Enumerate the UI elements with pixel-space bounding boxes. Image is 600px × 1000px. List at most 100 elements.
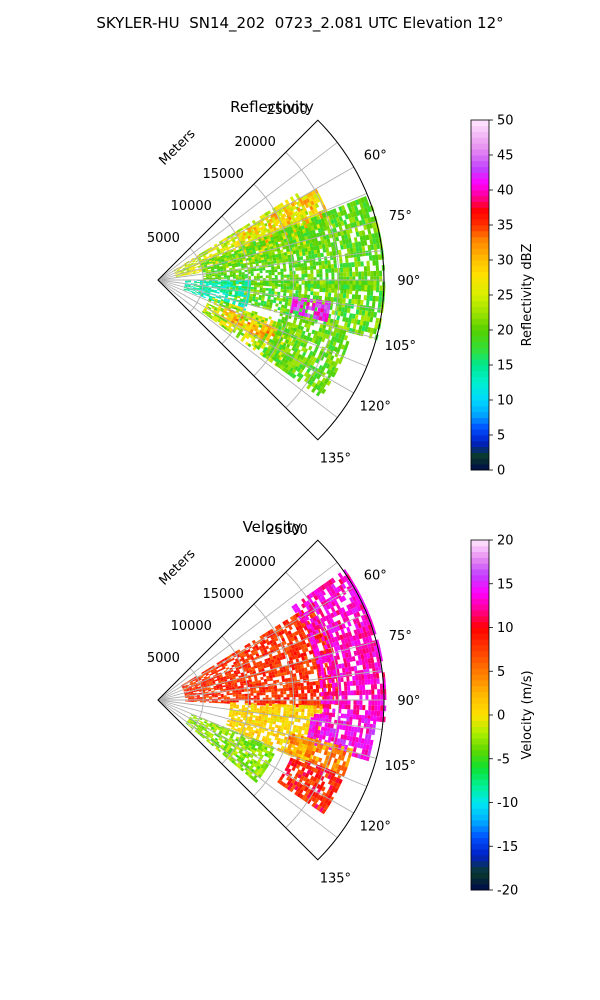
echo-gate (262, 225, 267, 229)
echo-gate (290, 359, 296, 364)
echo-gate (324, 657, 329, 663)
echo-gate (328, 233, 333, 239)
echo-gate (225, 264, 229, 268)
echo-gate (224, 657, 228, 661)
echo-gate (303, 335, 308, 340)
echo-gate (289, 367, 294, 373)
echo-gate (187, 272, 191, 274)
echo-gate (223, 301, 227, 304)
echo-gate (278, 256, 283, 260)
echo-gate (184, 274, 188, 276)
echo-gate (223, 286, 227, 289)
echo-gate (373, 270, 377, 277)
echo-gate (223, 676, 227, 679)
echo-gate (316, 311, 321, 317)
echo-gate (294, 263, 299, 268)
echo-gate (261, 316, 266, 321)
echo-gate (345, 293, 350, 299)
echo-gate (176, 268, 180, 271)
echo-gate (241, 724, 245, 727)
echo-gate (255, 728, 260, 732)
echo-gate (349, 280, 353, 285)
echo-gate (216, 686, 220, 689)
echo-gate (289, 237, 293, 242)
echo-gate (328, 288, 332, 293)
echo-gate (284, 199, 290, 204)
echo-gate (286, 727, 291, 731)
echo-gate (343, 611, 348, 618)
echo-gate (318, 597, 324, 603)
echo-gate (254, 722, 258, 726)
echo-gate (211, 257, 215, 260)
echo-gate (258, 713, 263, 717)
echo-gate (303, 601, 309, 607)
echo-gate (203, 262, 207, 265)
echo-gate (221, 312, 226, 315)
echo-gate (280, 672, 285, 676)
echo-gate (259, 241, 263, 245)
echo-gate (301, 640, 307, 645)
echo-gate (367, 311, 372, 317)
echo-gate (367, 271, 371, 277)
echo-gate (249, 728, 253, 732)
echo-gate (223, 248, 227, 252)
echo-gate (336, 586, 342, 593)
echo-gate (244, 282, 248, 285)
echo-gate (228, 329, 232, 334)
echo-gate (272, 254, 276, 259)
echo-gate (238, 270, 242, 273)
echo-gate (264, 317, 269, 322)
echo-gate (231, 673, 235, 676)
echo-gate (354, 670, 358, 676)
echo-gate (239, 298, 244, 302)
echo-gate (345, 573, 352, 580)
echo-gate (204, 257, 208, 260)
echo-gate (261, 668, 265, 672)
echo-gate (322, 679, 326, 684)
echo-gate (196, 285, 200, 288)
colorbar-swatch (471, 330, 489, 337)
echo-gate (255, 260, 259, 264)
echo-gate (248, 731, 252, 735)
echo-gate (225, 245, 229, 249)
echo-gate (356, 685, 360, 691)
echo-gate (281, 637, 286, 642)
echo-gate (206, 256, 211, 259)
echo-gate (229, 283, 233, 286)
echo-gate (320, 308, 324, 313)
echo-gate (241, 689, 245, 693)
echo-gate (251, 310, 255, 314)
echo-gate (298, 252, 303, 257)
echo-gate (216, 291, 220, 294)
echo-gate (350, 690, 354, 696)
echo-gate (216, 265, 220, 268)
echo-gate (247, 321, 251, 326)
echo-gate (270, 717, 274, 722)
echo-gate (206, 248, 210, 252)
echo-gate (225, 667, 230, 670)
echo-gate (211, 284, 215, 286)
echo-gate (317, 227, 322, 233)
echo-gate (323, 216, 328, 222)
echo-gate (269, 628, 274, 633)
colorbar-swatch (471, 295, 489, 302)
echo-gate (340, 220, 345, 226)
echo-gate (318, 370, 324, 376)
echo-gate (332, 250, 336, 256)
echo-gate (331, 223, 336, 229)
echo-gate (213, 669, 217, 672)
echo-gate (284, 631, 290, 637)
echo-gate (247, 657, 252, 661)
echo-gate (299, 641, 304, 646)
echo-gate (297, 202, 303, 208)
echo-gate (324, 296, 328, 301)
echo-gate (355, 210, 361, 216)
echo-gate (366, 630, 371, 637)
echo-gate (344, 667, 349, 673)
echo-gate (245, 652, 250, 657)
echo-gate (250, 282, 254, 286)
echo-gate (213, 319, 218, 323)
echo-gate (292, 205, 297, 210)
echo-gate (209, 262, 213, 265)
